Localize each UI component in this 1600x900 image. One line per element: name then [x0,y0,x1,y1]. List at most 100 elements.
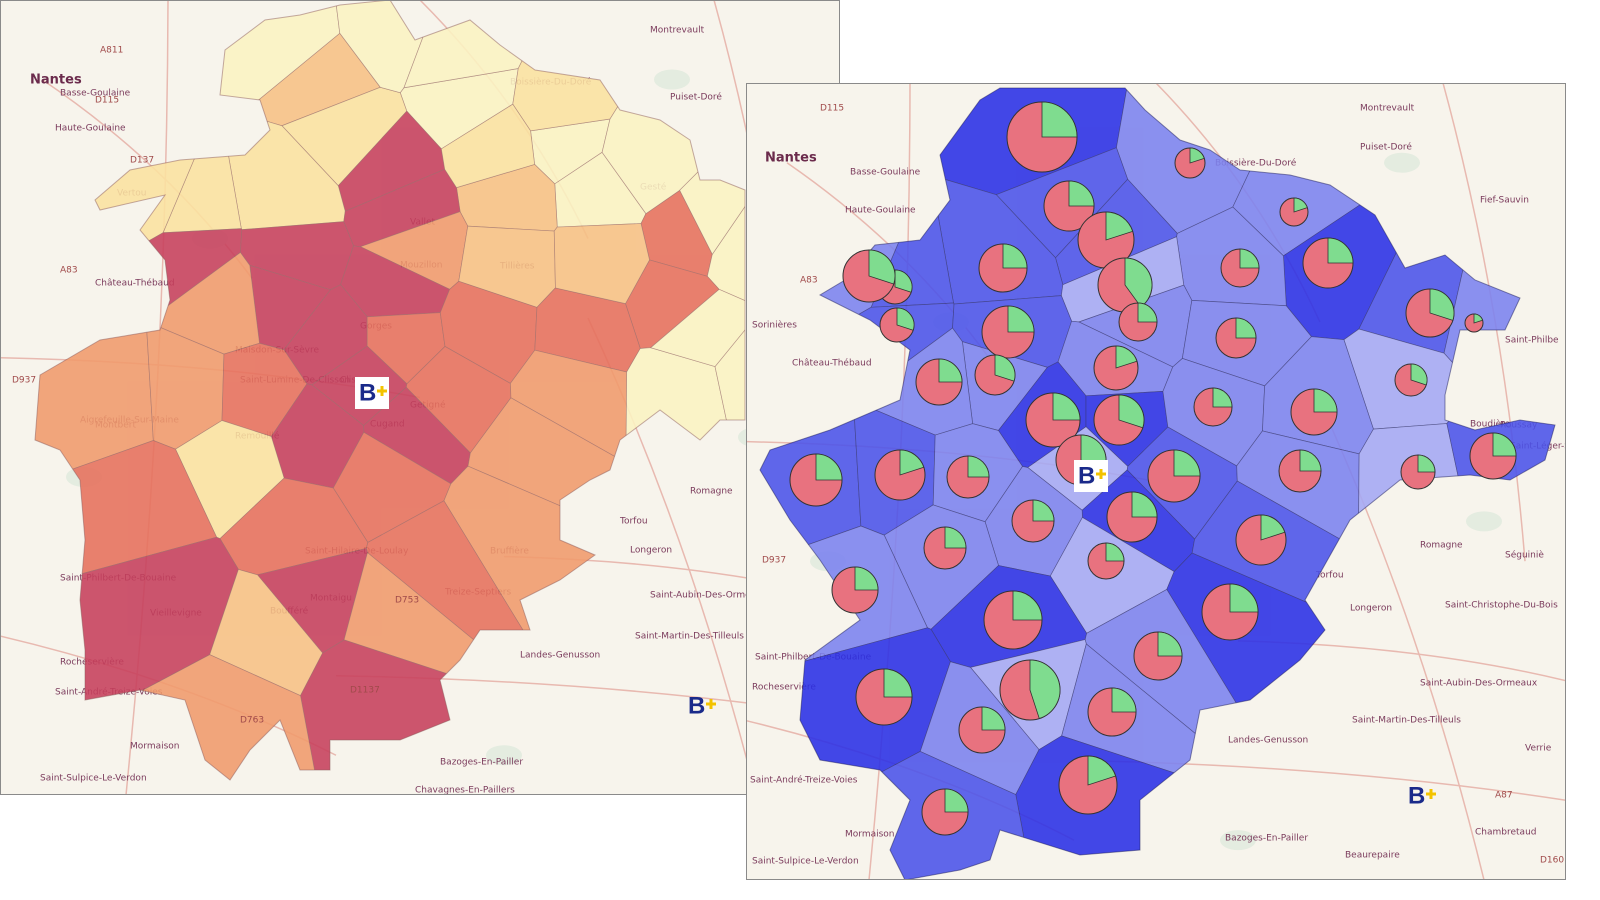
place-label: Haute-Goulaine [845,206,916,216]
place-label: Haute-Goulaine [55,124,126,134]
commune-cell [650,288,745,367]
place-label: Saint-Sulpice-Le-Verdon [752,857,859,867]
pie-slice [1007,305,1035,333]
pie-slice [1052,392,1081,421]
place-label: Torfou [619,517,648,527]
pie-slice [1417,454,1436,473]
place-label: Chavagnes-En-Paillers [415,786,515,796]
road-label: D115 [95,96,119,106]
pie-slice [1189,147,1205,164]
pie-slice [1137,302,1158,323]
pie-slice [1410,363,1428,386]
road-label: D763 [240,716,264,726]
commune-cell [553,223,650,305]
road-label: D115 [820,104,844,114]
pie-slice [944,526,967,549]
road-label: A811 [100,46,123,56]
logo-letter: B [1408,782,1425,809]
pie-slice [938,358,963,383]
pie-slice [1105,542,1125,562]
place-label: Saint-Philbe [1505,336,1559,346]
pie-slice [1105,211,1134,241]
pie-slice [1429,288,1455,321]
pie-slice [1029,659,1061,720]
place-label: Saint-Sulpice-Le-Verdon [40,774,147,784]
region-border [34,1,746,781]
pie-slice [944,788,969,813]
place-label: Montrevault [1360,104,1415,114]
pie-slice [1111,687,1137,713]
place-label: Séguiniè [1505,550,1544,561]
pie-slice [1032,499,1055,522]
pie-slice [1327,237,1354,264]
logo-letter: B [1078,462,1095,489]
pie-slice [1293,197,1308,213]
pie-slice [1041,101,1078,138]
forest [1466,511,1502,532]
place-label: Fief-Sauvin [1480,196,1529,206]
pie-slice [1260,514,1286,541]
logo-plus [377,386,387,396]
place-label: Landes-Genusson [1228,736,1308,746]
place-label: Longeron [1350,604,1392,614]
pie-slice [899,449,925,476]
pie-slice [868,249,896,285]
place-label: Saint-André-Treize-Voies [750,775,858,786]
place-label: Saint-Martin-Des-Tilleuls [635,632,744,642]
pie-slice [883,668,913,698]
pie-slice [1239,248,1260,269]
place-label: Puiset-Doré [670,92,722,103]
place-label: Saint-Aubin-Des-Ormeaux [1420,679,1538,689]
place-label: Romagne [690,487,733,497]
place-label: Saint-Martin-Des-Tilleuls [1352,716,1461,726]
logo-letter: B [688,692,705,719]
pie-slice [854,566,879,591]
road-label: D137 [130,156,154,166]
pie-slice [1012,590,1043,621]
place-label: Verrie [1525,744,1552,754]
region-border [759,87,1556,879]
road-label: D753 [395,596,419,606]
place-label: Mormaison [845,830,895,840]
pie-slice [1124,257,1153,308]
pie-slice [1157,631,1183,657]
place-label: Rocheservière [752,682,816,693]
forest [1384,152,1420,173]
place-label: Puiset-Doré [1360,142,1412,153]
place-label: Saint-Christophe-Du-Bois [1445,601,1558,611]
pie-slice [1235,317,1257,339]
logo-letter: B [359,379,376,406]
pie-slice [1068,180,1095,207]
place-label: Saint-Aubin-Des-Orme [650,591,751,601]
place-label: Basse-Goulaine [60,89,131,99]
place-label: Basse-Goulaine [850,168,921,178]
road-label: A83 [60,266,78,276]
road-label: D937 [762,556,786,566]
pie-slice [1492,432,1517,457]
place-label: Romagne [1420,541,1463,551]
place-label: Mormaison [130,742,180,752]
place-label: Montrevault [650,26,705,36]
place-label: Longeron [630,546,672,556]
road-label: D160 [1540,856,1564,866]
place-label: Landes-Genusson [520,651,600,661]
pie-slice [981,706,1006,731]
place-label: Bazoges-En-Pailler [1225,834,1308,844]
pie-slice [1173,449,1201,477]
right-map: Nantes Basse-Goulaine Haute-Goulaine Châtea… [747,84,1565,879]
pie-slice [1313,388,1338,413]
forest [486,745,522,766]
pie-slice [1115,345,1138,369]
pie-slice [1087,755,1117,786]
road-label: D937 [12,376,36,386]
panel-border [746,83,1566,880]
place-label: Beaurepaire [1345,851,1400,861]
place-label: Bazoges-En-Pailler [440,758,523,768]
pie-slice [1229,583,1259,613]
forest [1220,830,1256,851]
pie-slice [1473,313,1484,324]
place-label: Boissière-Du-Doré [1215,158,1297,169]
pie-slice [1118,394,1145,429]
